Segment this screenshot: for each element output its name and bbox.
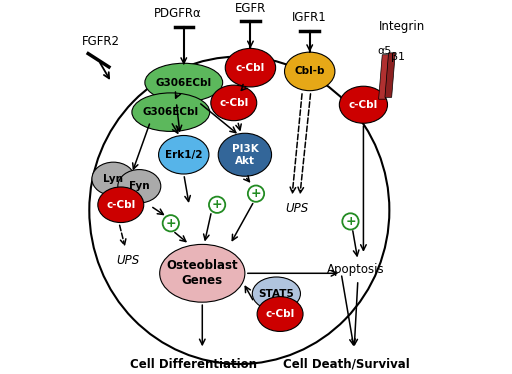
- Text: G306ECbl: G306ECbl: [156, 77, 212, 88]
- Text: +: +: [212, 198, 222, 211]
- Text: c-Cbl: c-Cbl: [219, 98, 248, 108]
- Text: Fyn: Fyn: [129, 181, 150, 191]
- Ellipse shape: [98, 187, 144, 223]
- Ellipse shape: [218, 133, 271, 176]
- Ellipse shape: [92, 162, 135, 196]
- Ellipse shape: [160, 244, 245, 302]
- Text: Apoptosis: Apoptosis: [327, 263, 385, 276]
- PathPatch shape: [385, 53, 395, 97]
- Ellipse shape: [339, 86, 388, 123]
- Text: +: +: [251, 187, 261, 200]
- Text: β1: β1: [391, 52, 404, 62]
- Text: Integrin: Integrin: [379, 21, 425, 33]
- Text: STAT5: STAT5: [259, 289, 294, 299]
- Text: Cell Death/Survival: Cell Death/Survival: [283, 358, 410, 371]
- Text: c-Cbl: c-Cbl: [265, 309, 295, 319]
- Text: +: +: [345, 215, 356, 228]
- Text: Osteoblast
Genes: Osteoblast Genes: [166, 259, 238, 287]
- Text: EGFR: EGFR: [235, 2, 266, 15]
- Ellipse shape: [159, 135, 209, 174]
- Text: G306ECbl: G306ECbl: [143, 107, 199, 117]
- PathPatch shape: [378, 55, 389, 99]
- Ellipse shape: [145, 63, 223, 102]
- Text: UPS: UPS: [117, 254, 140, 267]
- Text: Lyn: Lyn: [103, 174, 123, 184]
- Text: Cbl-b: Cbl-b: [294, 67, 325, 76]
- Text: α5: α5: [378, 46, 392, 56]
- Text: c-Cbl: c-Cbl: [349, 100, 378, 110]
- Ellipse shape: [118, 169, 161, 203]
- Ellipse shape: [252, 277, 301, 310]
- Text: PDGFRα: PDGFRα: [154, 7, 202, 21]
- Text: UPS: UPS: [285, 202, 308, 215]
- Text: c-Cbl: c-Cbl: [236, 63, 265, 73]
- Text: c-Cbl: c-Cbl: [106, 200, 135, 210]
- Text: IGFR1: IGFR1: [292, 11, 327, 24]
- Text: Erk1/2: Erk1/2: [165, 150, 203, 160]
- Text: Cell Differentiation: Cell Differentiation: [130, 358, 257, 371]
- Text: +: +: [165, 217, 176, 230]
- Text: FGFR2: FGFR2: [82, 35, 120, 48]
- Ellipse shape: [132, 93, 210, 131]
- Ellipse shape: [211, 85, 257, 121]
- Text: PI3K
Akt: PI3K Akt: [231, 144, 258, 166]
- Ellipse shape: [225, 49, 275, 87]
- Ellipse shape: [285, 52, 335, 91]
- Ellipse shape: [257, 297, 303, 331]
